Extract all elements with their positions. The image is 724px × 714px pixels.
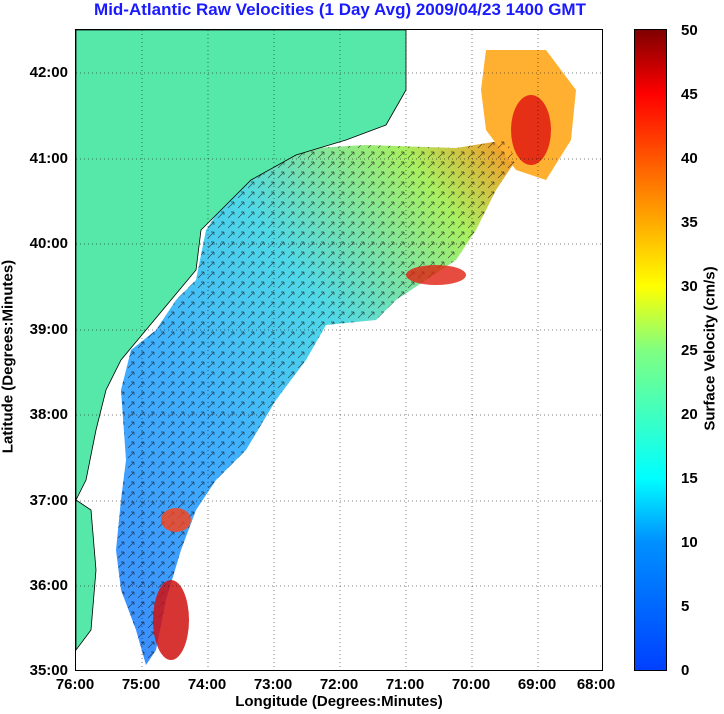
lon-tick: 74:00 (187, 676, 227, 693)
colorbar-tick: 40 (681, 150, 698, 167)
plot-title: Mid-Atlantic Raw Velocities (1 Day Avg) … (94, 0, 586, 19)
lat-tick: 37:00 (29, 492, 68, 509)
colorbar-tick: 15 (681, 470, 698, 487)
colorbar-tick: 20 (681, 406, 698, 423)
x-axis-label: Longitude (Degrees:Minutes) (235, 693, 443, 710)
lon-tick: 71:00 (385, 676, 425, 693)
lat-tick: 38:00 (29, 406, 68, 423)
colorbar-label: Surface Velocity (cm/s) (701, 266, 719, 431)
colorbar-tick: 0 (681, 662, 690, 679)
colorbar-tick: 25 (681, 342, 698, 359)
lon-tick: 75:00 (121, 676, 161, 693)
y-axis-label: Latitude (Degrees:Minutes) (0, 259, 17, 454)
land-mass (75, 29, 407, 501)
lon-tick: 70:00 (451, 676, 491, 693)
lon-tick: 68:00 (576, 676, 616, 693)
lat-tick: 41:00 (29, 150, 68, 167)
lon-tick: 72:00 (319, 676, 359, 693)
velocity-hotspot (406, 265, 466, 285)
map-area (75, 29, 604, 672)
lat-tick: 36:00 (29, 577, 68, 594)
grid-lines (76, 30, 604, 672)
colorbar-tick: 10 (681, 534, 698, 551)
colorbar-tick: 35 (681, 214, 698, 231)
colorbar-tick: 5 (681, 598, 690, 615)
lat-tick: 40:00 (29, 235, 68, 252)
colorbar (634, 29, 667, 671)
lon-tick: 76:00 (55, 676, 95, 693)
colorbar-tick: 45 (681, 86, 698, 103)
velocity-hotspot (161, 508, 191, 532)
velocity-hotspot (153, 580, 189, 660)
lat-tick: 39:00 (29, 321, 68, 338)
velocity-hotspot (511, 95, 551, 165)
colorbar-tick: 50 (681, 22, 698, 39)
colorbar-tick: 30 (681, 278, 698, 295)
land-mass-lower (75, 499, 97, 652)
lon-tick: 69:00 (517, 676, 557, 693)
lat-tick: 42:00 (29, 64, 68, 81)
velocity-map-svg (75, 29, 604, 672)
colorbar-gradient (635, 30, 666, 670)
lat-tick: 35:00 (29, 662, 68, 679)
lon-tick: 73:00 (253, 676, 293, 693)
